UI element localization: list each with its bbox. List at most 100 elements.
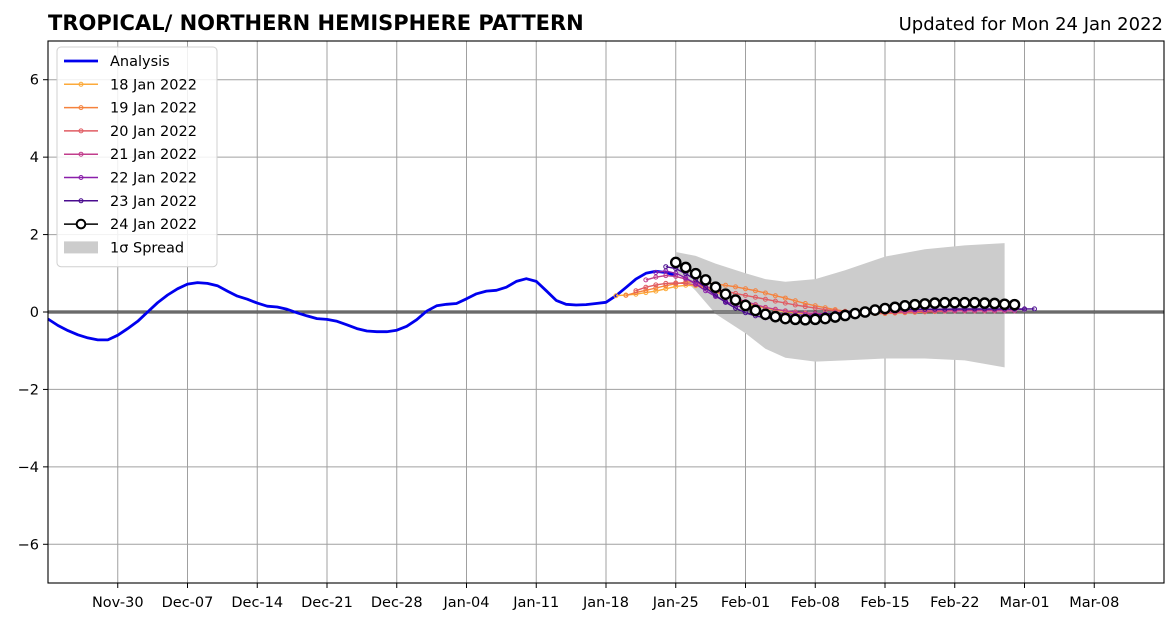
data-point	[1031, 306, 1037, 312]
legend-label: 20 Jan 2022	[110, 124, 197, 140]
data-point	[752, 294, 758, 300]
data-point	[663, 286, 669, 292]
data-point	[819, 312, 832, 325]
legend-marker	[75, 218, 87, 230]
data-point	[643, 287, 649, 293]
legend-marker	[78, 175, 84, 180]
data-point	[782, 295, 788, 301]
x-tick-label: Feb-15	[860, 595, 909, 611]
data-point	[909, 298, 921, 311]
data-point	[653, 288, 659, 294]
data-point	[673, 283, 679, 289]
data-point	[653, 282, 659, 288]
series-analysis	[47, 269, 677, 342]
data-point	[673, 273, 679, 279]
data-point	[703, 288, 709, 294]
x-tick-label: Feb-22	[930, 595, 979, 611]
legend-label: 22 Jan 2022	[110, 171, 197, 187]
data-point	[998, 298, 1011, 311]
legend-box	[56, 46, 218, 268]
data-point	[782, 300, 788, 306]
data-point	[653, 274, 659, 280]
legend: Analysis 18 Jan 2022 19 Jan 2022 20 Jan 202…	[56, 46, 218, 268]
data-point	[743, 286, 748, 292]
x-tick-label: Dec-28	[371, 595, 423, 611]
data-point	[663, 273, 669, 279]
legend-label: 1σ Spread	[110, 240, 184, 256]
data-point	[919, 298, 931, 310]
spread-band	[675, 243, 1005, 368]
x-tick-label: Dec-21	[301, 595, 353, 611]
x-tick-label: Jan-04	[442, 595, 489, 611]
data-point	[723, 282, 729, 288]
data-point	[653, 285, 659, 291]
data-point	[1022, 306, 1027, 312]
data-point	[772, 293, 778, 299]
data-point	[759, 308, 772, 321]
data-point	[653, 270, 659, 276]
x-tick-label: Mar-08	[1069, 595, 1119, 611]
data-point	[623, 292, 629, 298]
data-point	[749, 304, 762, 317]
legend-label: 19 Jan 2022	[110, 101, 197, 117]
data-point	[809, 313, 822, 326]
data-point	[709, 281, 722, 294]
data-point	[978, 297, 991, 309]
data-point	[829, 311, 841, 323]
chart-subtitle: Updated for Mon 24 Jan 2022	[899, 14, 1163, 35]
data-point	[869, 304, 881, 316]
y-tick-label: 6	[30, 73, 39, 89]
y-tick-label: 4	[30, 150, 39, 166]
data-point	[812, 305, 818, 311]
legend-label: 23 Jan 2022	[110, 194, 197, 210]
data-point	[643, 277, 649, 283]
data-point	[899, 300, 911, 312]
series-line	[47, 269, 677, 342]
data-point	[689, 267, 702, 280]
legend-marker	[78, 81, 84, 87]
x-tick-label: Dec-07	[162, 595, 214, 611]
data-point	[792, 302, 798, 308]
data-point	[719, 288, 732, 300]
data-point	[733, 305, 739, 311]
data-point	[699, 274, 712, 286]
data-point	[929, 297, 941, 309]
x-tick-label: Mar-01	[999, 595, 1049, 611]
data-point	[779, 312, 792, 325]
y-tick-label: −2	[18, 382, 39, 398]
spread-area	[675, 243, 1005, 368]
data-point	[673, 280, 679, 286]
data-point	[879, 302, 891, 315]
y-axis-ticks: −6 −4 −2 0 2 4 6	[18, 73, 48, 553]
data-point	[938, 296, 951, 309]
legend-marker	[78, 105, 84, 111]
legend-marker	[78, 128, 84, 134]
data-point	[613, 293, 619, 299]
data-point	[1008, 298, 1021, 311]
data-point	[799, 313, 812, 326]
data-point	[769, 310, 782, 323]
data-point	[663, 264, 669, 270]
y-tick-label: 0	[30, 305, 39, 321]
data-point	[802, 300, 808, 306]
series-lines	[47, 256, 1037, 342]
y-tick-label: 2	[30, 228, 39, 244]
data-point	[762, 296, 768, 302]
data-point	[723, 299, 729, 305]
data-point	[663, 280, 669, 286]
data-point	[739, 299, 752, 312]
data-point	[679, 261, 692, 274]
data-point	[958, 296, 971, 309]
data-point	[743, 292, 748, 298]
series-24-jan-2022	[669, 256, 1021, 326]
x-axis-ticks: Nov-30 Dec-07 Dec-14 Dec-21 Dec-28 Jan-04 Jan-…	[92, 583, 1119, 611]
data-point	[839, 309, 851, 322]
data-point	[988, 297, 1001, 310]
data-point	[849, 307, 861, 320]
data-point	[713, 292, 719, 298]
data-point	[889, 301, 901, 314]
data-point	[643, 284, 649, 290]
data-point	[968, 296, 981, 309]
x-tick-label: Jan-25	[652, 595, 699, 611]
